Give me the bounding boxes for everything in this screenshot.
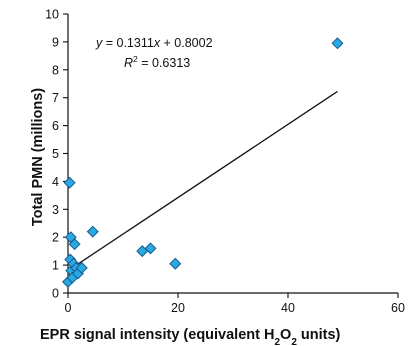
y-tick-label: 2: [52, 231, 59, 245]
data-point: [68, 238, 81, 251]
data-point: [75, 261, 88, 274]
data-point: [144, 242, 157, 255]
x-axis-title: EPR signal intensity (equivalent H2O2 un…: [40, 327, 341, 346]
regression-equation: y = 0.1311x + 0.8002: [95, 36, 213, 50]
x-tick-label: 20: [171, 301, 185, 315]
y-tick-label: 4: [52, 175, 59, 189]
y-tick-label: 7: [52, 91, 59, 105]
x-tick-label: 0: [65, 301, 72, 315]
data-points: [61, 37, 344, 288]
data-point: [331, 37, 344, 50]
data-point: [169, 257, 182, 270]
y-tick-label: 10: [45, 8, 59, 22]
trendline: [67, 90, 338, 272]
y-tick-label: 5: [52, 147, 59, 161]
r-squared-label: R2 = 0.6313: [124, 54, 190, 70]
x-tick-label: 60: [391, 301, 405, 315]
y-tick-label: 8: [52, 63, 59, 77]
y-tick-label: 1: [52, 259, 59, 273]
y-tick-label: 9: [52, 35, 59, 49]
x-axis: 0 20 40 60: [65, 292, 405, 315]
y-axis-title: Total PMN (millions): [30, 88, 46, 226]
data-point: [86, 225, 99, 238]
x-tick-label: 40: [281, 301, 295, 315]
data-point: [63, 176, 76, 189]
y-tick-label: 6: [52, 119, 59, 133]
y-tick-label: 3: [52, 203, 59, 217]
y-tick-label: 0: [52, 287, 59, 301]
y-axis: 0 1 2 3 4 5 6 7 8 9 10: [45, 8, 69, 301]
